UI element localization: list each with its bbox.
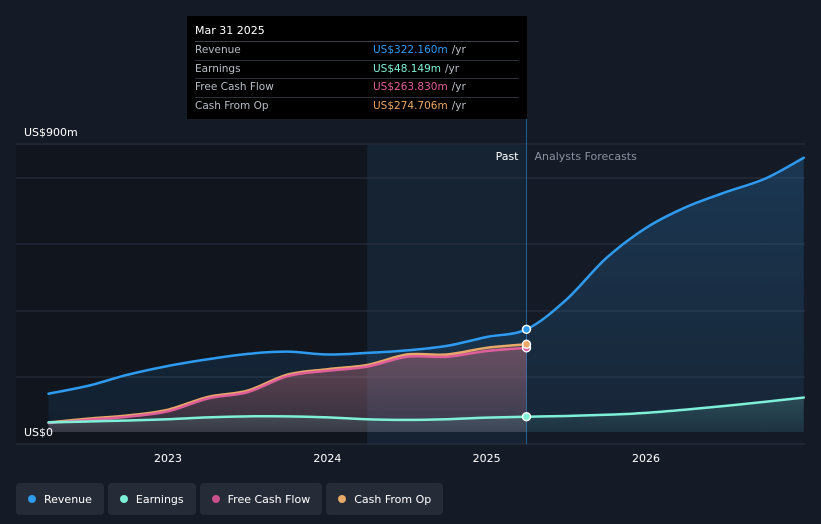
legend-dot-icon	[338, 495, 347, 503]
legend-dot-icon	[211, 495, 220, 503]
legend-label: Cash From Op	[354, 492, 432, 506]
point-earnings	[521, 411, 532, 422]
tooltip-value: US$48.149m	[373, 62, 441, 75]
tooltip-unit: /yr	[451, 81, 466, 93]
line-earnings	[47, 396, 805, 424]
tooltip-unit: /yr	[451, 44, 466, 56]
legend-dot-icon	[119, 495, 128, 503]
tooltip-row-revenue: Revenue US$322.160m /yr	[195, 42, 519, 61]
forecast-label: Analysts Forecasts	[535, 150, 638, 163]
tooltip-date: Mar 31 2025	[195, 24, 519, 42]
tooltip-label: Revenue	[195, 44, 241, 56]
tooltip-value: US$322.160m	[373, 44, 448, 56]
tooltip-unit: /yr	[445, 62, 460, 75]
x-tick-label: 2023	[154, 452, 182, 465]
legend-item-revenue[interactable]: Revenue	[16, 483, 104, 515]
line-cash-from-op	[47, 343, 528, 424]
y-tick-label: US$0	[24, 426, 53, 439]
x-tick-label: 2024	[313, 452, 341, 465]
tooltip-row-cash-from-op: Cash From Op US$274.706m /yr	[195, 98, 519, 116]
tooltip: Mar 31 2025 Revenue US$322.160m /yr Earn…	[187, 16, 527, 119]
y-tick-label: US$900m	[24, 126, 78, 139]
line-revenue	[47, 156, 805, 395]
line-free-cash-flow	[47, 346, 528, 425]
tooltip-row-free-cash-flow: Free Cash Flow US$263.830m /yr	[195, 79, 519, 98]
tooltip-label: Free Cash Flow	[195, 81, 274, 93]
x-tick-label: 2025	[473, 452, 501, 465]
legend-label: Revenue	[44, 492, 92, 506]
legend-dot-icon	[28, 495, 36, 503]
area-earnings	[48, 397, 804, 432]
legend-item-earnings[interactable]: Earnings	[107, 483, 196, 515]
x-tick-label: 2026	[632, 452, 660, 465]
tooltip-value: US$263.830m	[373, 81, 448, 93]
tooltip-value: US$274.706m	[373, 99, 448, 112]
tooltip-label: Earnings	[195, 62, 241, 75]
past-label: Past	[496, 150, 520, 163]
legend: Revenue Earnings Free Cash Flow Cash Fro…	[16, 483, 444, 515]
area-free-cash-flow	[48, 347, 527, 432]
tooltip-label: Cash From Op	[195, 99, 269, 112]
area-revenue	[48, 157, 804, 432]
point-cash-from-op	[521, 339, 532, 350]
tooltip-row-earnings: Earnings US$48.149m /yr	[195, 61, 519, 79]
point-revenue	[521, 324, 532, 335]
legend-label: Free Cash Flow	[227, 492, 311, 506]
legend-item-free-cash-flow[interactable]: Free Cash Flow	[199, 483, 323, 515]
legend-label: Earnings	[135, 492, 184, 506]
legend-item-cash-from-op[interactable]: Cash From Op	[326, 483, 444, 515]
tooltip-unit: /yr	[451, 99, 466, 112]
